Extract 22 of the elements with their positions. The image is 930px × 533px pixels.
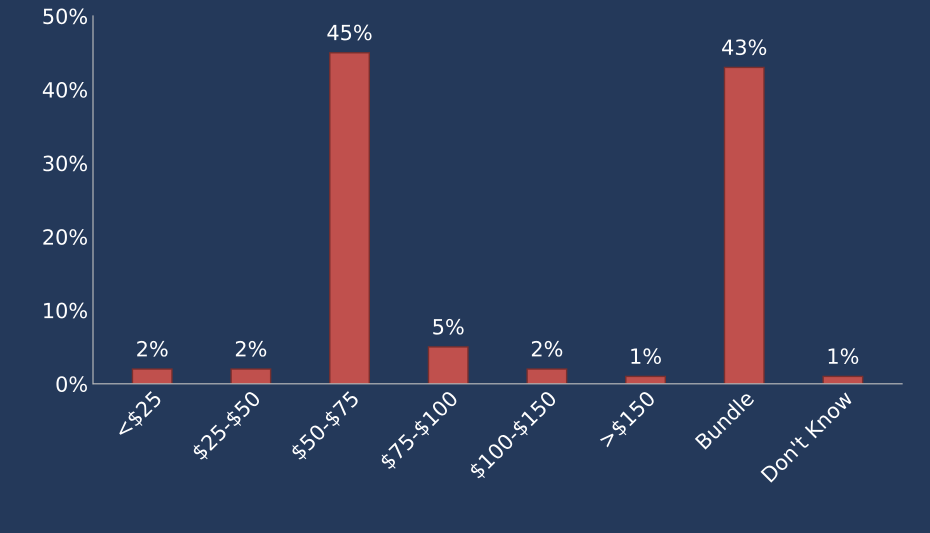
data-label: 5%	[433, 318, 464, 335]
data-label: 1%	[828, 348, 858, 364]
bar	[329, 52, 370, 384]
y-tick-label: 40%	[42, 82, 87, 98]
data-label: 1%	[631, 348, 661, 364]
y-tick-label: 50%	[43, 8, 87, 24]
y-tick-label: 0%	[56, 376, 87, 392]
y-tick-label: 30%	[43, 156, 87, 172]
bar	[526, 368, 568, 384]
data-label: 2%	[137, 340, 168, 357]
data-label: 45%	[327, 24, 372, 40]
y-tick-label: 10%	[44, 302, 87, 318]
data-label: 2%	[532, 340, 562, 357]
bar	[625, 376, 666, 384]
y-tick-label: 20%	[43, 229, 87, 245]
bar	[724, 66, 765, 384]
data-label: 43%	[722, 39, 766, 56]
bar	[132, 368, 173, 384]
bar	[230, 368, 272, 384]
bar	[822, 376, 864, 384]
bar	[428, 346, 469, 384]
data-label: 2%	[236, 340, 266, 357]
